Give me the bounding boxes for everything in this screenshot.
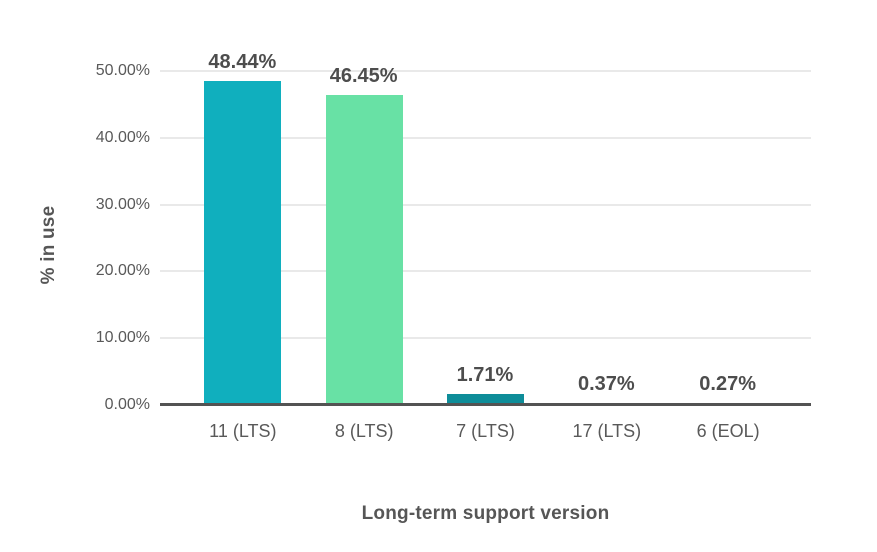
x-label-slot: 7 (LTS) bbox=[447, 421, 524, 442]
x-category-label: 6 (EOL) bbox=[696, 421, 760, 441]
x-label-slot: 8 (LTS) bbox=[326, 421, 403, 442]
y-tick-label: 30.00% bbox=[95, 195, 150, 213]
x-category-label: 11 (LTS) bbox=[209, 421, 277, 441]
y-tick-label: 50.00% bbox=[95, 62, 150, 79]
bar-value-label: 0.27% bbox=[699, 373, 756, 395]
bar-8 (LTS) bbox=[325, 95, 403, 405]
y-tick-label: 40.00% bbox=[95, 128, 150, 146]
x-label-slot: 11 (LTS) bbox=[204, 421, 281, 442]
bar-value-label: 0.37% bbox=[577, 373, 635, 395]
bar-slot: 46.45% bbox=[325, 65, 403, 405]
gridline bbox=[160, 70, 811, 72]
x-category-labels: 11 (LTS) 8 (LTS) 7 (LTS) 17 (LTS) 6 (EOL) bbox=[160, 421, 811, 442]
bar-7 (LTS) bbox=[446, 394, 524, 405]
gridline bbox=[160, 203, 811, 206]
bar-slot: 48.44% bbox=[204, 51, 282, 405]
gridline bbox=[160, 136, 811, 139]
x-axis-title: Long-term support version bbox=[361, 503, 610, 524]
bar-value-label: 1.71% bbox=[456, 364, 514, 386]
y-tick-label: 20.00% bbox=[95, 262, 150, 280]
bar-slot: 0.27% bbox=[689, 71, 767, 405]
x-label-slot: 6 (EOL) bbox=[690, 421, 767, 442]
bar-slot: 1.71% bbox=[446, 71, 524, 405]
x-label-slot: 17 (LTS) bbox=[568, 421, 645, 442]
y-tick-label: 0.00% bbox=[104, 396, 150, 413]
gridline bbox=[160, 337, 811, 340]
gridline bbox=[160, 270, 811, 273]
x-axis-line bbox=[160, 403, 811, 406]
bar-slot: 0.37% bbox=[568, 71, 646, 405]
x-category-label: 8 (LTS) bbox=[334, 421, 394, 441]
x-category-label: 7 (LTS) bbox=[456, 421, 515, 441]
bars-row: 48.44% 46.45% 1.71% 0.37% 0.27% bbox=[160, 51, 811, 405]
plot-area: 48.44% 46.45% 1.71% 0.37% 0.27% bbox=[160, 51, 811, 405]
bar-11 (LTS) bbox=[204, 81, 282, 405]
y-tick-label: 10.00% bbox=[95, 329, 150, 347]
bar-value-label: 46.45% bbox=[329, 65, 398, 87]
x-category-label: 17 (LTS) bbox=[572, 421, 642, 441]
bar-value-label: 48.44% bbox=[208, 51, 277, 73]
